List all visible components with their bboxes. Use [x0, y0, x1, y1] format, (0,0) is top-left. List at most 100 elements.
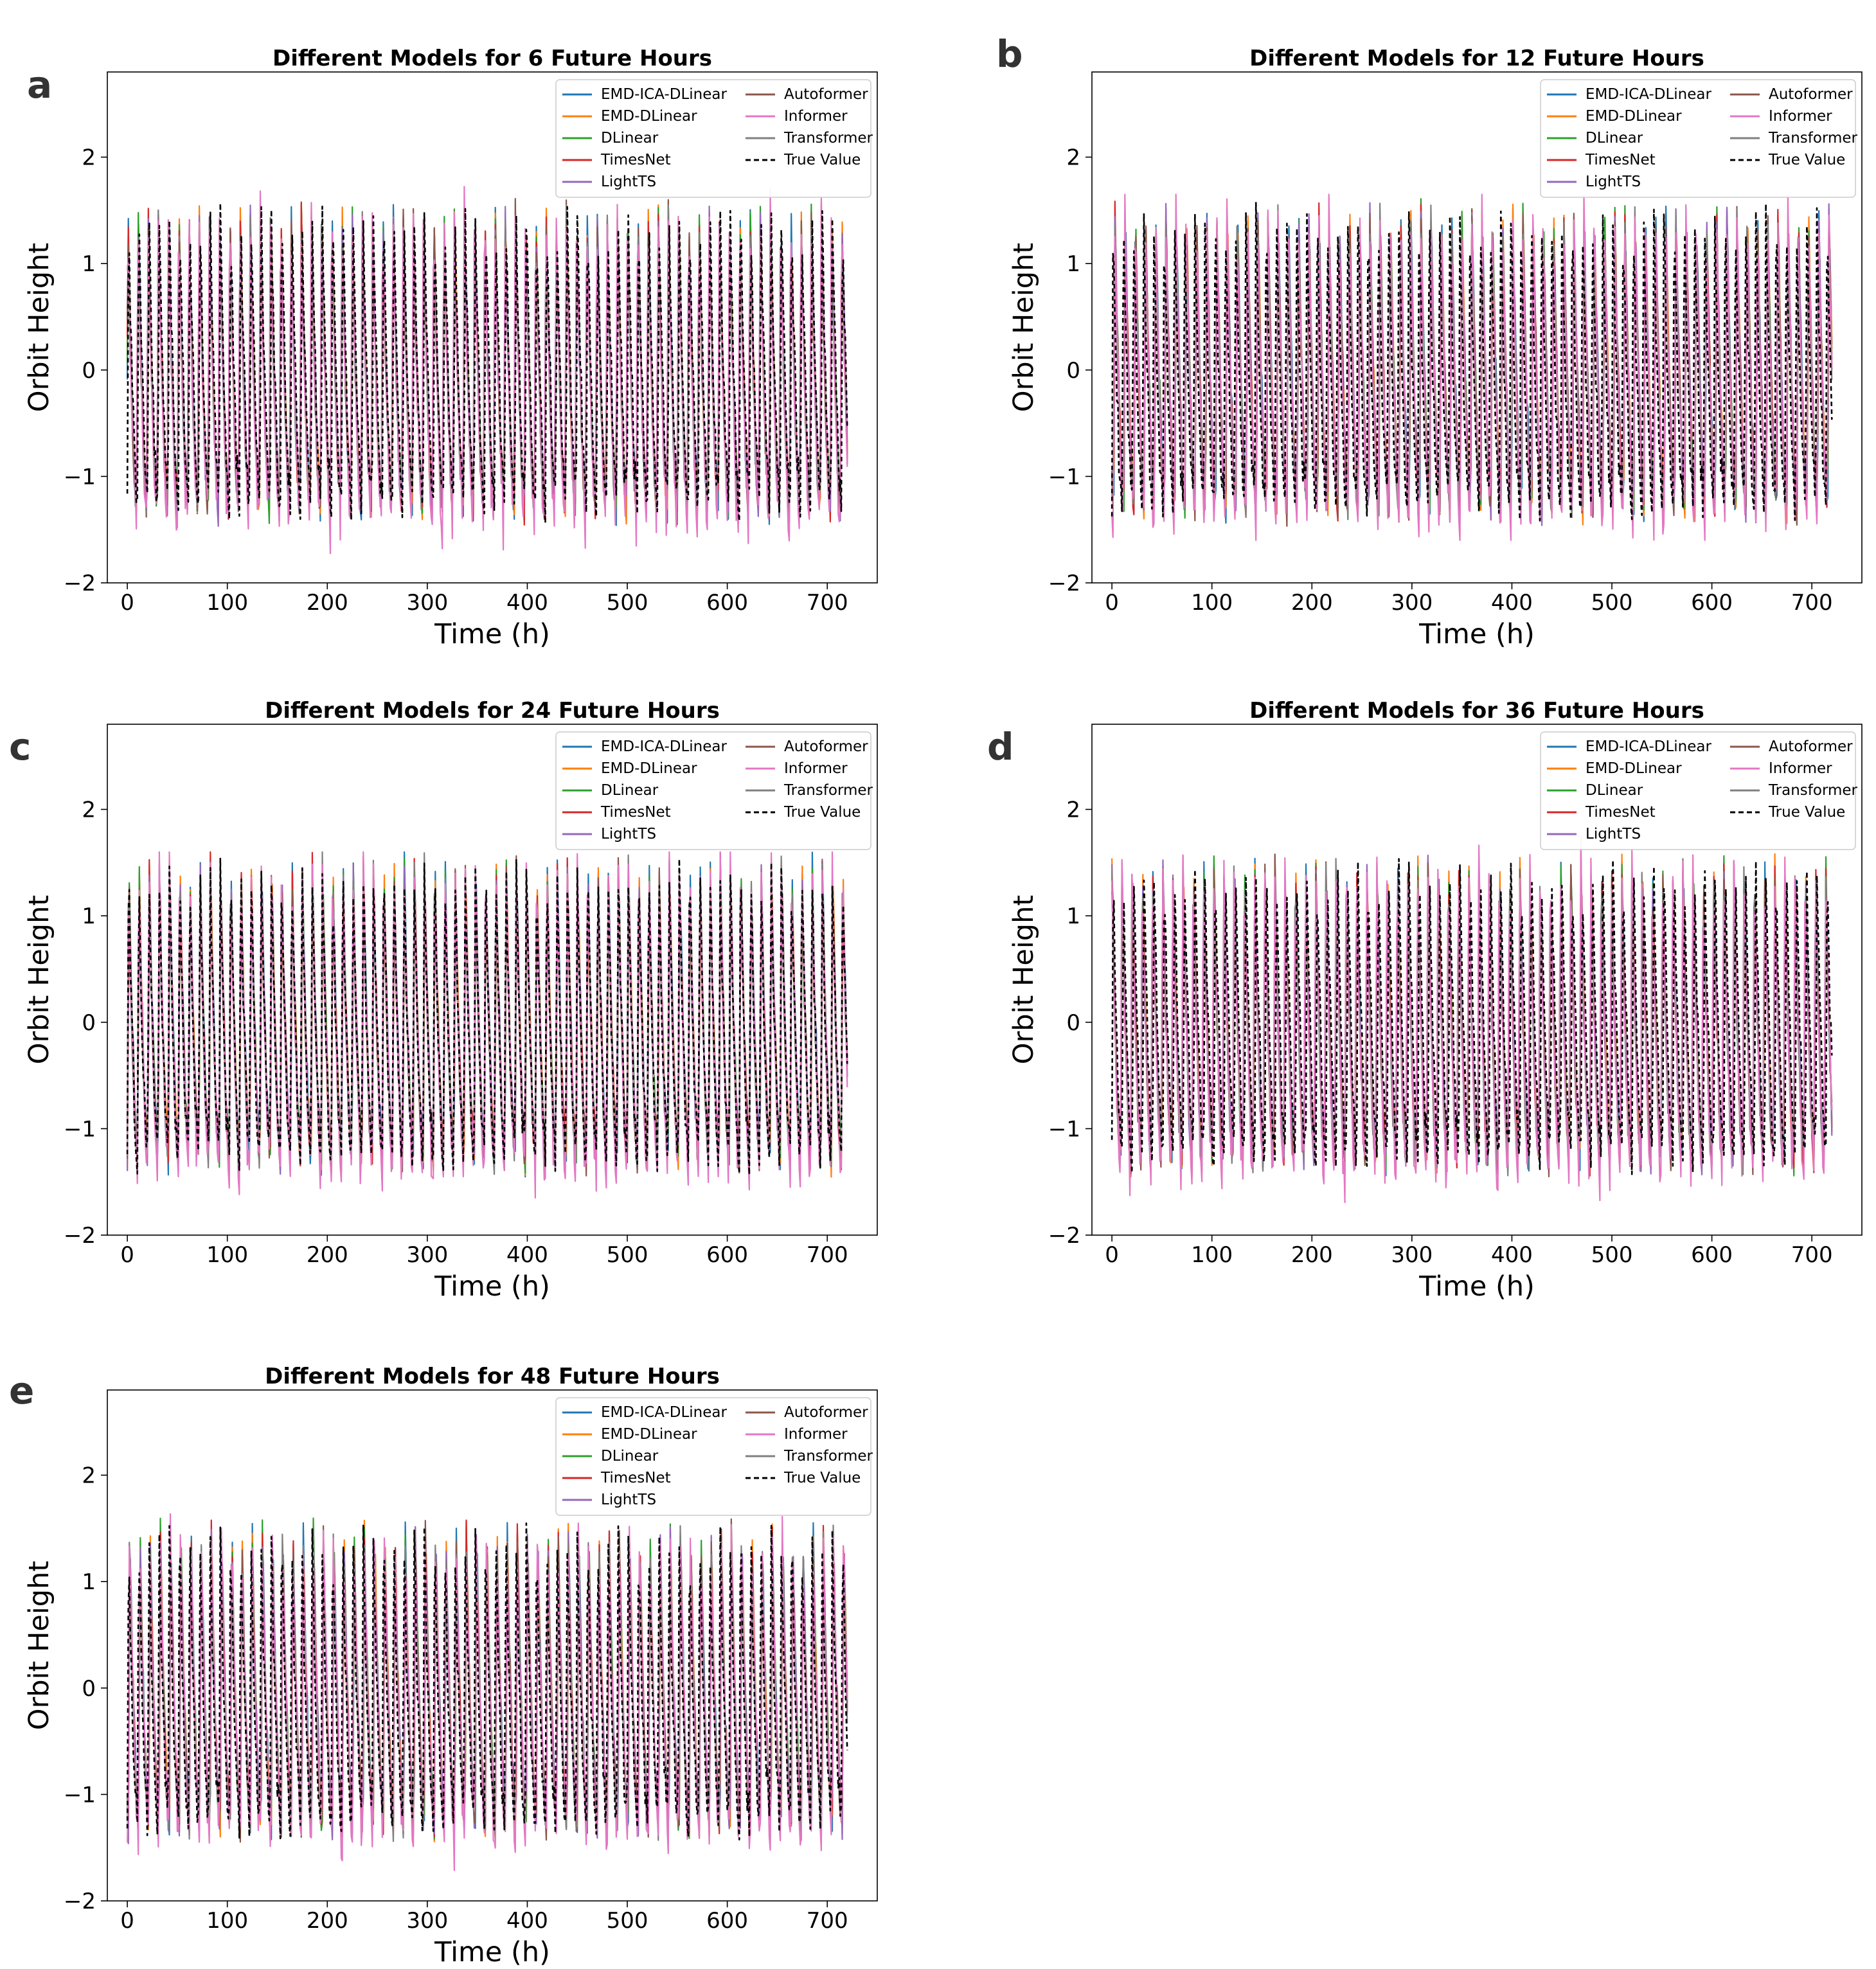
x-tick-label: 400 — [506, 590, 548, 616]
legend-label: LightTS — [601, 174, 656, 190]
x-tick-label: 100 — [1191, 590, 1233, 616]
legend-label: EMD-ICA-DLinear — [1586, 86, 1711, 103]
series-group — [126, 1513, 848, 1871]
x-tick-label: 300 — [1391, 590, 1433, 616]
panel-a: a Different Models for 6 Future Hours 0 100… — [23, 46, 878, 650]
y-tick-label: 1 — [1066, 904, 1080, 929]
x-axis-label: Time (h) — [1418, 1270, 1535, 1303]
y-tick-label: 0 — [82, 1010, 96, 1036]
legend-label: DLinear — [601, 782, 659, 799]
x-tick-label: 300 — [406, 1908, 448, 1934]
chart-title: Different Models for 36 Future Hours — [1249, 698, 1704, 724]
legend-label: EMD-DLinear — [601, 1426, 697, 1443]
legend-label: TimesNet — [1585, 152, 1656, 168]
x-tick-label: 400 — [1491, 590, 1533, 616]
panel-d: d Different Models for 36 Future Hours 0 10… — [987, 698, 1863, 1303]
y-axis-label: Orbit Height — [1008, 243, 1040, 412]
y-tick-label: 2 — [1066, 797, 1080, 823]
x-tick-label: 300 — [1391, 1242, 1433, 1268]
series-line-true-value — [126, 1522, 848, 1840]
series-line-true-value — [1111, 202, 1833, 522]
legend-label: EMD-DLinear — [601, 108, 697, 125]
legend-label: Autoformer — [1769, 86, 1853, 103]
panel-letter: e — [9, 1369, 34, 1412]
x-axis-label: Time (h) — [1418, 618, 1535, 650]
legend-label: Transformer — [783, 130, 873, 147]
legend-box — [1540, 731, 1856, 850]
legend-label: TimesNet — [600, 152, 671, 168]
legend-label: Transformer — [783, 782, 873, 799]
series-line-informer — [1111, 835, 1833, 1204]
y-axis-label: Orbit Height — [23, 895, 55, 1064]
panel-letter: d — [987, 725, 1014, 769]
y-tick-label: 0 — [1066, 358, 1080, 384]
y-tick-label: 1 — [82, 904, 96, 929]
x-tick-label: 100 — [1191, 1242, 1233, 1268]
x-tick-label: 400 — [1491, 1242, 1533, 1268]
x-tick-label: 600 — [1691, 590, 1733, 616]
legend-label: Autoformer — [784, 1404, 868, 1421]
panel-letter: a — [27, 63, 52, 107]
legend-label: EMD-ICA-DLinear — [1586, 738, 1711, 755]
legend-label: TimesNet — [600, 1470, 671, 1486]
x-tick-label: 0 — [120, 1242, 134, 1268]
y-tick-label: 0 — [82, 1676, 96, 1702]
x-tick-label: 100 — [206, 1242, 248, 1268]
series-line-true-value — [1111, 858, 1833, 1175]
x-tick-label: 100 — [206, 1908, 248, 1934]
x-tick-label: 400 — [506, 1908, 548, 1934]
series-line-informer — [127, 186, 848, 555]
x-tick-label: 500 — [1591, 1242, 1633, 1268]
legend: EMD-ICA-DLinear EMD-DLinear DLinear TimesNe… — [1540, 731, 1858, 850]
legend-label: LightTS — [601, 826, 656, 842]
y-tick-label: 2 — [1066, 145, 1080, 171]
x-tick-label: 200 — [307, 590, 348, 616]
x-tick-label: 500 — [607, 1242, 648, 1268]
y-tick-label: 1 — [82, 251, 96, 277]
legend-label: EMD-ICA-DLinear — [601, 86, 727, 103]
y-tick-label: 1 — [82, 1569, 96, 1595]
legend-label: EMD-ICA-DLinear — [601, 738, 727, 755]
legend-label: True Value — [783, 1470, 861, 1486]
legend-box — [555, 1397, 871, 1516]
plot-frame — [107, 724, 878, 1236]
legend-label: Autoformer — [784, 738, 868, 755]
x-tick-label: 100 — [206, 590, 248, 616]
x-tick-label: 0 — [120, 1908, 134, 1934]
x-tick-label: 400 — [506, 1242, 548, 1268]
x-tick-label: 0 — [1105, 1242, 1119, 1268]
legend-label: TimesNet — [1585, 804, 1656, 821]
y-axis-label: Orbit Height — [23, 243, 55, 412]
legend-label: Informer — [1769, 760, 1832, 777]
x-axis-label: Time (h) — [434, 1270, 550, 1303]
x-tick-label: 500 — [1591, 590, 1633, 616]
legend-label: EMD-DLinear — [1586, 760, 1682, 777]
legend-label: LightTS — [1586, 174, 1641, 190]
x-tick-label: 700 — [807, 590, 848, 616]
plot-frame — [1091, 724, 1863, 1236]
chart-title: Different Models for 24 Future Hours — [265, 698, 720, 724]
legend: EMD-ICA-DLinear EMD-DLinear DLinear TimesNe… — [555, 731, 873, 850]
x-tick-label: 200 — [307, 1242, 348, 1268]
y-tick-label: −2 — [1048, 1223, 1080, 1249]
legend: EMD-ICA-DLinear EMD-DLinear DLinear TimesNe… — [1540, 79, 1858, 198]
y-tick-label: −1 — [1048, 1116, 1080, 1142]
x-tick-label: 700 — [807, 1908, 848, 1934]
y-tick-label: −2 — [64, 571, 96, 596]
plot-frame — [107, 1389, 878, 1902]
x-tick-label: 0 — [120, 590, 134, 616]
x-tick-label: 0 — [1105, 590, 1119, 616]
legend-label: DLinear — [601, 1448, 659, 1465]
x-tick-label: 500 — [607, 1908, 648, 1934]
y-tick-label: 2 — [82, 145, 96, 171]
chart-title: Different Models for 48 Future Hours — [265, 1364, 720, 1389]
y-tick-label: 1 — [1066, 251, 1080, 277]
y-tick-label: −1 — [64, 1116, 96, 1142]
plot-frame — [1091, 71, 1863, 584]
legend-label: TimesNet — [600, 804, 671, 821]
y-tick-label: −1 — [64, 464, 96, 490]
legend-label: DLinear — [601, 130, 659, 147]
y-tick-label: −1 — [64, 1782, 96, 1808]
